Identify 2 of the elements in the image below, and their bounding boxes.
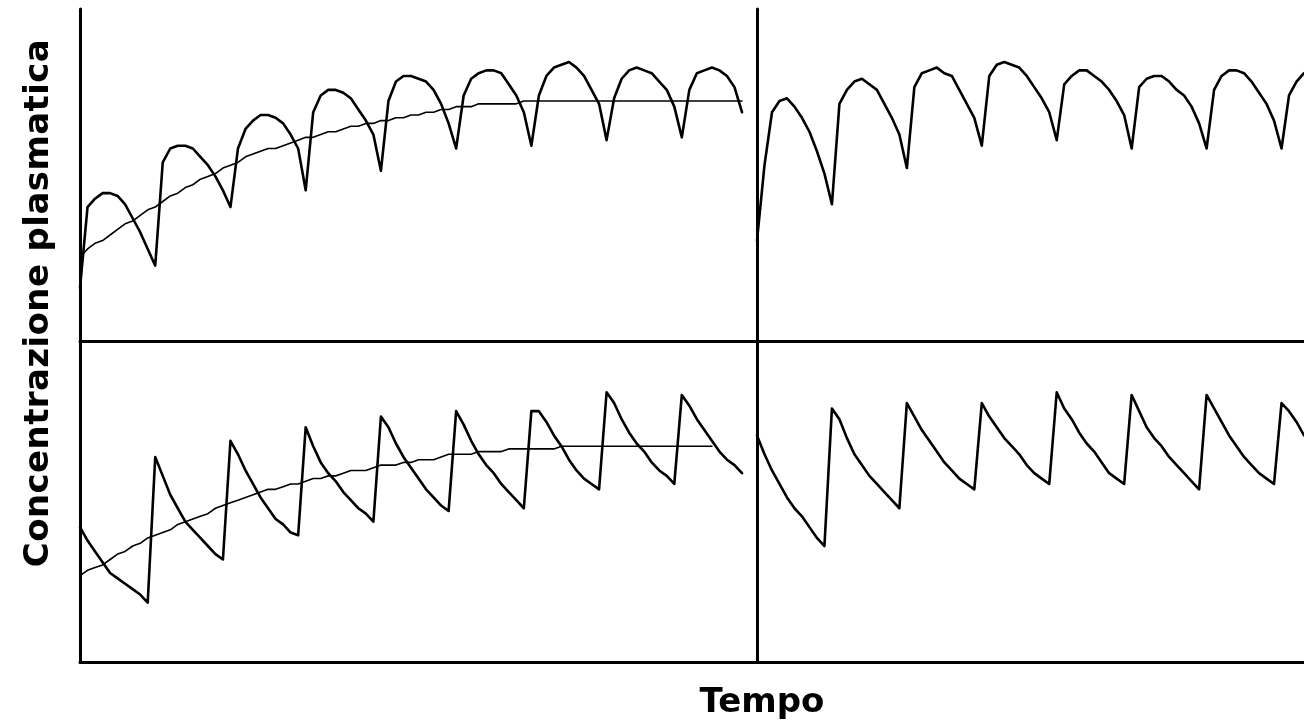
- y-axis-title: Concentrazione plasmatica: [16, 38, 56, 568]
- x-axis-title: Tempo: [699, 680, 825, 720]
